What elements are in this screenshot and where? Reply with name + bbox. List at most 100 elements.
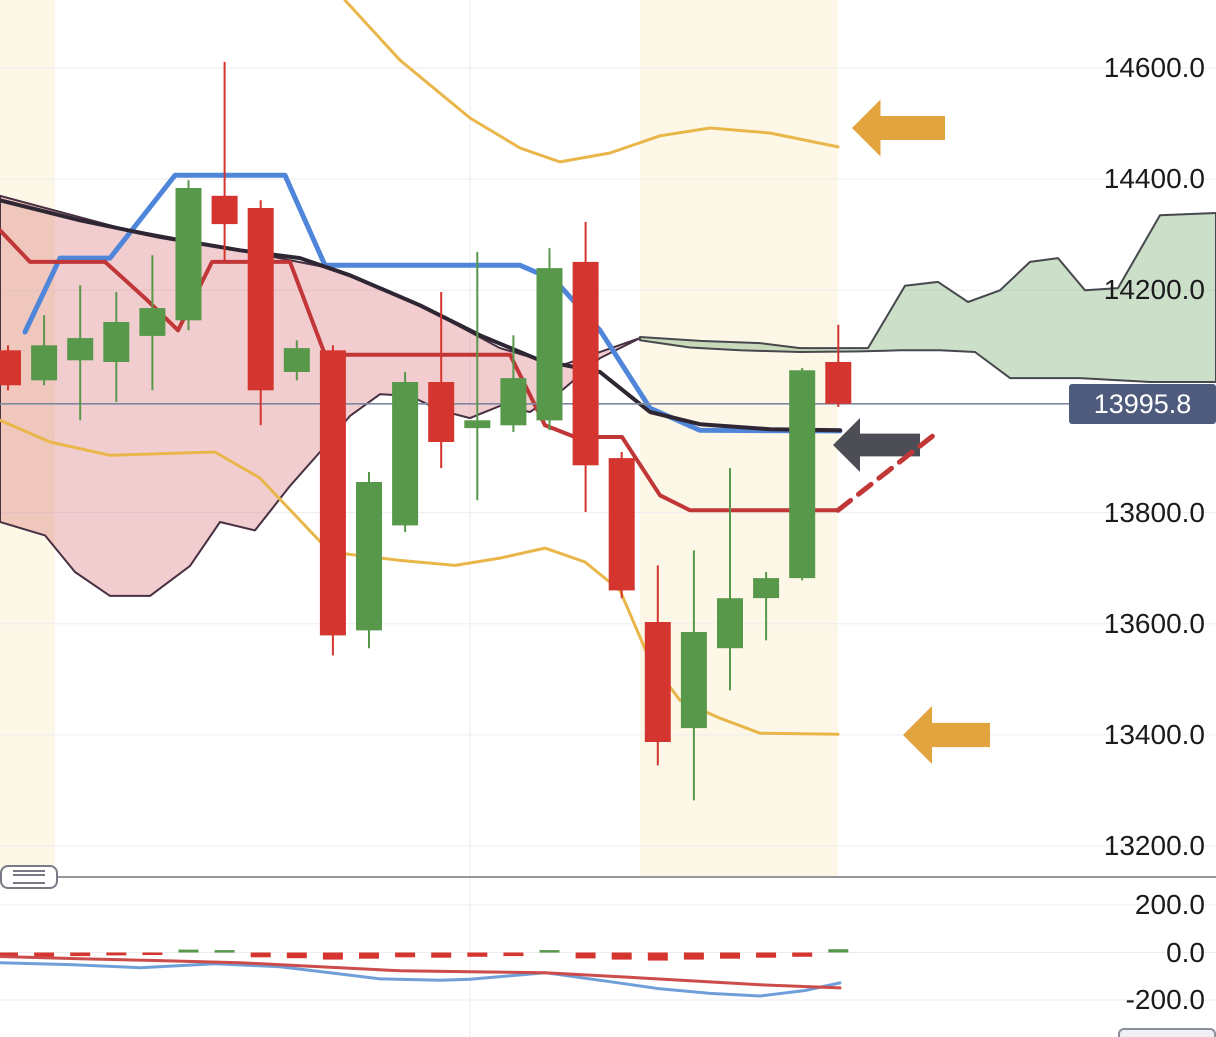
candle (103, 292, 130, 402)
candle-body (825, 362, 852, 404)
current-price-badge: 13995.8 (1069, 384, 1216, 424)
histogram-bar (359, 952, 379, 959)
candle-body (717, 598, 743, 649)
price-axis-label: 13800.0 (1103, 497, 1205, 528)
oscillator-line-blue (0, 961, 842, 998)
histogram-bar (395, 952, 416, 958)
histogram-bar (611, 952, 632, 960)
candle (247, 200, 274, 426)
histogram-bar (0, 952, 18, 958)
histogram-bar (70, 952, 91, 957)
candle-body (572, 261, 599, 466)
histogram-bar (575, 952, 596, 959)
price-axis-label: 0.0 (1166, 937, 1205, 968)
price-axis-label: 200.0 (1134, 889, 1205, 920)
left-arrow-annotation-middle[interactable] (833, 418, 920, 472)
candle (319, 345, 346, 656)
candle-body (500, 378, 527, 426)
histogram-bar (106, 952, 127, 956)
candle (211, 61, 238, 261)
price-axis-label: -200.0 (1125, 984, 1205, 1015)
candle (789, 368, 816, 581)
histogram-bar (756, 952, 777, 958)
histogram-bar (431, 952, 452, 958)
candle-body (0, 350, 21, 386)
lower-panel[interactable] (0, 949, 849, 998)
histogram-bar (34, 952, 55, 957)
candles (0, 61, 852, 801)
ichimoku-cloud-bullish (639, 212, 1216, 383)
histogram-bar (683, 952, 704, 960)
candle-body (211, 195, 238, 225)
histogram-bar (503, 952, 524, 957)
drag-handle-icon (13, 870, 45, 884)
candle (139, 255, 166, 391)
price-axis-label: 14600.0 (1103, 52, 1205, 83)
candle-body (464, 420, 491, 429)
panel-divider[interactable] (0, 876, 1216, 878)
candle-body (428, 382, 455, 442)
histogram-bar (178, 949, 199, 953)
annotations[interactable] (833, 99, 990, 765)
histogram-bar (286, 952, 307, 959)
panel-divider-handle[interactable] (0, 865, 58, 889)
candle-body (67, 338, 94, 361)
candle (356, 472, 382, 649)
candle (500, 335, 527, 432)
candle (608, 452, 635, 599)
candle-body (247, 208, 274, 391)
candle (283, 340, 310, 381)
ma-line-dark (0, 198, 842, 433)
session-band (0, 0, 55, 876)
candle-body (789, 370, 816, 579)
price-axis-label: 13400.0 (1103, 719, 1205, 750)
candle (0, 345, 21, 391)
candle (680, 550, 707, 801)
candle (644, 565, 671, 766)
candle-body (536, 268, 563, 421)
candle-body (139, 308, 166, 336)
kijun-line-blue (22, 172, 843, 434)
candle-body (356, 482, 382, 631)
candle (31, 315, 58, 386)
candle-body (319, 350, 346, 636)
candle-body (680, 632, 707, 729)
projection-dashed-red[interactable] (835, 427, 943, 513)
histogram-bar (647, 952, 668, 961)
candle (536, 248, 563, 431)
histogram-bar (792, 952, 813, 957)
candle-body (283, 348, 310, 372)
candle-body (175, 188, 202, 321)
left-arrow-annotation-lower[interactable] (903, 706, 990, 764)
bottom-panel-handle[interactable] (1118, 1028, 1216, 1037)
histogram-bar (250, 952, 271, 958)
price-axis-label: 14200.0 (1103, 274, 1205, 305)
candle-body (753, 578, 780, 599)
candle (428, 292, 455, 469)
histogram-bar (828, 949, 849, 953)
candle (572, 221, 599, 512)
envelope-orange-upper (343, 0, 840, 164)
candle (392, 372, 419, 532)
candle-body (608, 458, 635, 591)
candle (464, 251, 491, 501)
candle (717, 468, 743, 691)
histogram-bar (720, 952, 740, 959)
current-price-value: 13995.8 (1093, 389, 1192, 419)
candle-body (31, 345, 58, 381)
oscillator-line-red (0, 955, 842, 990)
left-arrow-annotation-upper[interactable] (852, 99, 945, 157)
price-axis-label: 14400.0 (1103, 163, 1205, 194)
histogram-bar (539, 950, 560, 953)
histogram-bar (322, 952, 343, 960)
price-axis-label: 13600.0 (1103, 608, 1205, 639)
histogram-bar (214, 950, 235, 953)
candle-body (103, 322, 130, 362)
price-axis-label: 13200.0 (1103, 830, 1205, 861)
candle-body (392, 382, 419, 526)
candle (753, 572, 780, 641)
overlay-lines (0, 0, 843, 736)
